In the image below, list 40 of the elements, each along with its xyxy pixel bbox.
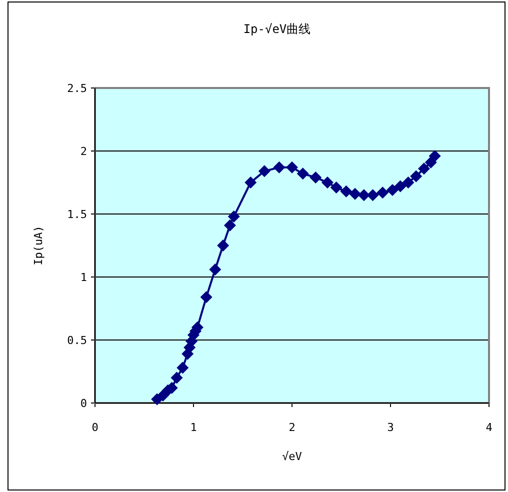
point	[402, 176, 414, 188]
y-tick-label: 0.5	[67, 334, 87, 347]
point	[200, 291, 212, 304]
point	[258, 165, 270, 178]
point	[340, 185, 352, 198]
point	[176, 362, 189, 374]
point	[310, 171, 322, 184]
point	[321, 176, 334, 188]
x-axis-title: √eV	[282, 450, 302, 463]
y-tick-label: 0	[80, 397, 87, 410]
point	[410, 170, 422, 182]
point	[244, 176, 257, 188]
point	[330, 182, 342, 194]
point	[418, 162, 430, 175]
x-tick-label: 4	[486, 421, 493, 434]
point	[296, 168, 309, 180]
x-tick-label: 0	[92, 421, 98, 434]
point	[273, 161, 286, 174]
point	[358, 189, 370, 202]
x-tick-label: 1	[190, 421, 197, 434]
point	[386, 184, 398, 196]
y-tick-label: 2	[80, 145, 87, 158]
y-tick-label: 1.5	[67, 208, 87, 221]
point	[217, 240, 230, 252]
point	[349, 188, 362, 200]
point	[286, 161, 298, 174]
point	[366, 189, 379, 202]
point	[224, 219, 236, 232]
y-tick-label: 1	[80, 271, 87, 284]
y-axis-title: Ip(uA)	[32, 226, 45, 266]
x-tick-label: 3	[387, 421, 394, 434]
point	[394, 180, 406, 192]
y-tick-label: 2.5	[67, 82, 87, 95]
point	[170, 372, 183, 384]
chart-title: Ip-√eV曲线	[243, 22, 311, 36]
point	[209, 263, 222, 276]
point	[428, 150, 441, 162]
x-tick-label: 2	[288, 421, 296, 434]
point	[228, 210, 240, 223]
point	[376, 186, 389, 199]
